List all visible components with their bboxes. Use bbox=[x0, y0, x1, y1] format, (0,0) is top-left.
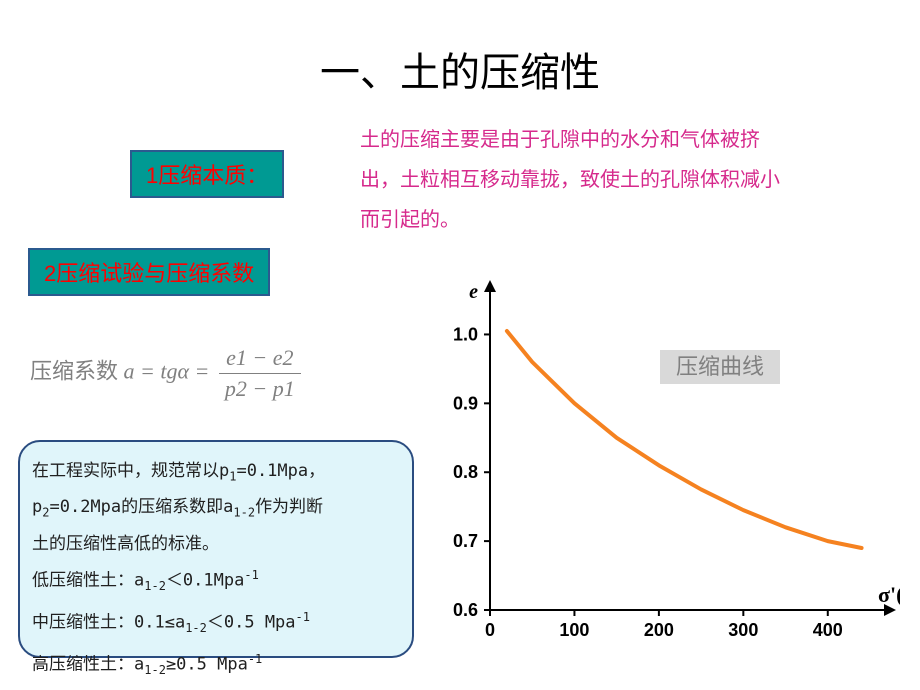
svg-text:1.0: 1.0 bbox=[453, 324, 478, 344]
section-box-1: 1压缩本质： bbox=[130, 150, 284, 198]
description-text: 土的压缩主要是由于孔隙中的水分和气体被挤出，土粒相互移动靠拢，致使土的孔隙体积减… bbox=[360, 120, 780, 240]
svg-text:0.6: 0.6 bbox=[453, 600, 478, 620]
formula-lhs: a = tgα = bbox=[118, 359, 215, 384]
svg-text:e: e bbox=[469, 281, 478, 303]
svg-text:200: 200 bbox=[644, 620, 674, 640]
info-line-5: 中压缩性土：0.1≤a1-2＜0.5 Mpa-1 bbox=[32, 602, 400, 644]
info-line-4: 低压缩性土：a1-2＜0.1Mpa-1 bbox=[32, 560, 400, 602]
svg-text:400: 400 bbox=[813, 620, 843, 640]
svg-text:0.7: 0.7 bbox=[453, 531, 478, 551]
info-box: 在工程实际中，规范常以p1=0.1Mpa， p2=0.2Mpa的压缩系数即a1-… bbox=[18, 440, 414, 658]
info-line-1: 在工程实际中，规范常以p1=0.1Mpa， bbox=[32, 456, 400, 492]
svg-text:100: 100 bbox=[559, 620, 589, 640]
formula: 压缩系数 a = tgα = e1 − e2 p2 − p1 bbox=[30, 345, 305, 402]
info-line-3: 土的压缩性高低的标准。 bbox=[32, 529, 400, 560]
formula-prefix: 压缩系数 bbox=[30, 359, 118, 384]
svg-text:0: 0 bbox=[485, 620, 495, 640]
info-line-6: 高压缩性土：a1-2≥0.5 Mpa-1 bbox=[32, 644, 400, 686]
formula-num: e1 − e2 bbox=[219, 345, 301, 374]
section-box-2: 2压缩试验与压缩系数 bbox=[28, 248, 270, 296]
page-title: 一、土的压缩性 bbox=[0, 40, 920, 98]
svg-text:300: 300 bbox=[728, 620, 758, 640]
info-line-2: p2=0.2Mpa的压缩系数即a1-2作为判断 bbox=[32, 492, 400, 528]
compression-curve-chart: e σ'(kPa ) 0.6 0.7 0.8 0.9 1.0 0 100 200 300 400 压缩曲… bbox=[420, 280, 900, 670]
svg-text:压缩曲线: 压缩曲线 bbox=[676, 354, 764, 379]
formula-fraction: e1 − e2 p2 − p1 bbox=[219, 345, 301, 402]
svg-text:0.8: 0.8 bbox=[453, 462, 478, 482]
svg-text:0.9: 0.9 bbox=[453, 393, 478, 413]
svg-text:σ'(kPa ): σ'(kPa ) bbox=[878, 582, 900, 612]
formula-den: p2 − p1 bbox=[219, 374, 301, 402]
